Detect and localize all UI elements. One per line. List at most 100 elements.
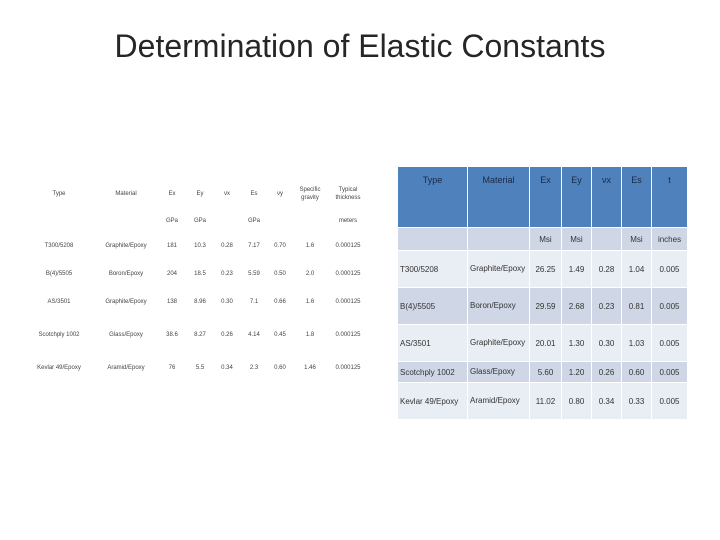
si-cell: Graphite/Epoxy [105, 243, 147, 249]
si-cell: 5.5 [195, 365, 205, 371]
si-header-cell: Ey [196, 191, 204, 197]
us-cell: 1.20 [561, 361, 592, 383]
us-table-row: T300/5208 Graphite/Epoxy 26.25 1.49 0.28… [397, 250, 688, 288]
si-unit-cell: GPa [193, 218, 206, 224]
us-cell: 0.26 [591, 361, 622, 383]
si-cell: 5.59 [248, 271, 260, 277]
us-unit-cell: Msi [561, 227, 592, 251]
si-cell: 0.66 [274, 299, 286, 305]
us-cell: 5.60 [529, 361, 562, 383]
us-header-cell: t [651, 166, 688, 228]
us-cell: Kevlar 49/Epoxy [397, 382, 468, 420]
si-cell: 0.28 [221, 243, 233, 249]
si-cell: 0.000125 [335, 271, 361, 277]
us-cell: 0.005 [651, 382, 688, 420]
si-cell: 8.27 [194, 332, 206, 338]
us-unit-cell [467, 227, 530, 251]
si-table-row: Scotchply 1002 Glass/Epoxy 38.6 8.27 0.2… [24, 316, 368, 354]
us-header-cell: Ey [561, 166, 592, 228]
us-cell: 26.25 [529, 250, 562, 288]
si-unit-cell: GPa [165, 218, 178, 224]
si-cell: Aramid/Epoxy [107, 365, 145, 371]
si-header-cell: Type [52, 191, 66, 197]
us-cell: 2.68 [561, 287, 592, 325]
si-cell: Graphite/Epoxy [105, 299, 147, 305]
us-cell: 0.005 [651, 361, 688, 383]
si-cell: 1.6 [305, 243, 315, 249]
si-table-row: B(4)/5505 Boron/Epoxy 204 18.5 0.23 5.59… [24, 260, 368, 288]
us-cell: 0.34 [591, 382, 622, 420]
si-cell: 0.23 [221, 271, 233, 277]
si-unit-cell [292, 210, 328, 232]
si-cell: 1.6 [305, 299, 315, 305]
us-cell: 1.49 [561, 250, 592, 288]
si-cell: 0.000125 [335, 365, 361, 371]
us-cell: 0.30 [591, 324, 622, 362]
us-unit-cell: Msi [621, 227, 652, 251]
si-cell: 7.1 [249, 299, 259, 305]
si-cell: 0.26 [221, 332, 233, 338]
si-header-row: Type Material Ex Ey νx Es νy Specific gr… [24, 178, 368, 210]
us-unit-cell [397, 227, 468, 251]
si-cell: Boron/Epoxy [108, 271, 144, 277]
us-cell: 0.28 [591, 250, 622, 288]
us-table-row: Kevlar 49/Epoxy Aramid/Epoxy 11.02 0.80 … [397, 382, 688, 420]
us-cell: 0.33 [621, 382, 652, 420]
us-cell: 0.005 [651, 250, 688, 288]
si-cell: Glass/Epoxy [109, 332, 143, 338]
si-cell: 1.8 [305, 332, 315, 338]
us-cell: Aramid/Epoxy [467, 382, 530, 420]
si-cell: 0.45 [274, 332, 286, 338]
us-cell: 0.80 [561, 382, 592, 420]
si-table-row: AS/3501 Graphite/Epoxy 138 8.96 0.30 7.1… [24, 288, 368, 316]
si-table-row: Kevlar 49/Epoxy Aramid/Epoxy 76 5.5 0.34… [24, 354, 368, 382]
us-cell: 1.04 [621, 250, 652, 288]
si-cell: 0.000125 [335, 299, 361, 305]
us-table-row: Scotchply 1002 Glass/Epoxy 5.60 1.20 0.2… [397, 361, 688, 383]
us-header-cell: Material [467, 166, 530, 228]
si-cell: 0.70 [274, 243, 286, 249]
si-header-cell: νx [224, 191, 230, 197]
si-cell: B(4)/5505 [45, 271, 73, 277]
si-cell: 2.3 [249, 365, 259, 371]
us-header-cell: νx [591, 166, 622, 228]
si-cell: 38.6 [166, 332, 178, 338]
us-cell: Graphite/Epoxy [467, 250, 530, 288]
si-cell: 76 [168, 365, 176, 371]
si-cell: 0.60 [274, 365, 286, 371]
si-header-cell: Material [115, 191, 137, 197]
us-cell: Scotchply 1002 [397, 361, 468, 383]
us-table-row: B(4)/5505 Boron/Epoxy 29.59 2.68 0.23 0.… [397, 287, 688, 325]
us-cell: B(4)/5505 [397, 287, 468, 325]
si-cell: AS/3501 [47, 299, 71, 305]
si-cell: 7.17 [248, 243, 260, 249]
si-properties-table: Type Material Ex Ey νx Es νy Specific gr… [24, 178, 368, 382]
us-unit-cell: Msi [529, 227, 562, 251]
si-cell: 10.3 [194, 243, 206, 249]
si-table-row: T300/5208 Graphite/Epoxy 181 10.3 0.28 7… [24, 232, 368, 260]
si-header-cell: νy [277, 191, 283, 197]
si-cell: 0.50 [274, 271, 286, 277]
si-header-cell: Specific gravity [299, 187, 321, 201]
si-unit-cell [214, 210, 240, 232]
si-cell: 8.96 [194, 299, 206, 305]
si-header-cell: Es [250, 191, 258, 197]
si-unit-cell: meters [338, 218, 358, 224]
si-cell: 4.14 [248, 332, 260, 338]
si-cell: 2.0 [305, 271, 315, 277]
si-unit-cell [94, 210, 158, 232]
us-header-cell: Es [621, 166, 652, 228]
us-cell: 0.23 [591, 287, 622, 325]
us-properties-table: Type Material Ex Ey νx Es t Msi Msi Msi … [397, 166, 688, 420]
us-cell: T300/5208 [397, 250, 468, 288]
si-header-cell: Ex [168, 191, 176, 197]
us-cell: 1.30 [561, 324, 592, 362]
us-cell: 0.81 [621, 287, 652, 325]
si-units-row: GPa GPa GPa meters [24, 210, 368, 232]
us-units-row: Msi Msi Msi inches [397, 227, 688, 251]
si-cell: 0.000125 [335, 243, 361, 249]
si-header-cell: Typical thickness [335, 187, 361, 201]
si-cell: 138 [166, 299, 177, 305]
si-cell: 0.34 [221, 365, 233, 371]
si-unit-cell [268, 210, 292, 232]
